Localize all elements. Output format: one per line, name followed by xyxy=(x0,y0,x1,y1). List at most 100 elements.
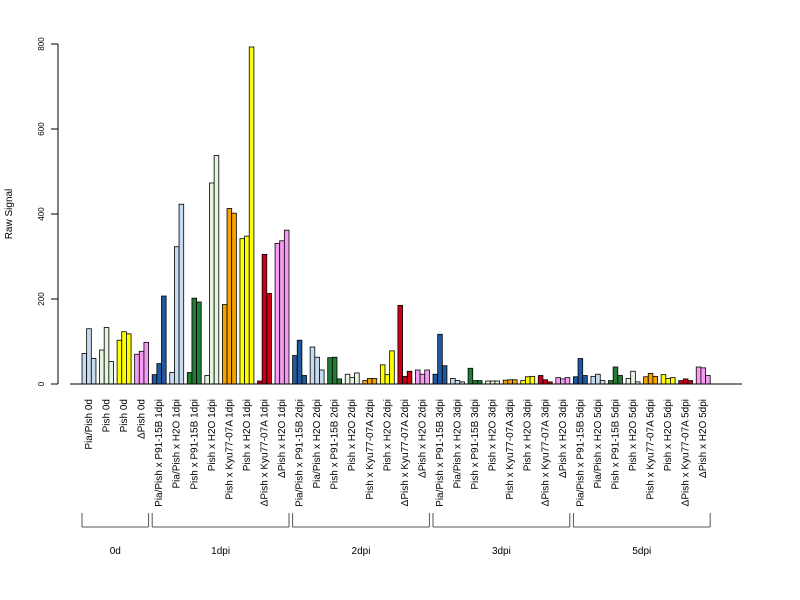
bar xyxy=(161,295,167,385)
bar xyxy=(564,377,571,385)
bar xyxy=(555,377,561,385)
bar xyxy=(126,333,132,385)
y-ticks: 0 200 400 600 800 xyxy=(37,37,58,386)
bar xyxy=(419,373,426,385)
bar xyxy=(266,293,272,385)
bars xyxy=(81,46,711,385)
category-label: ΔPish x Kyu77-07A 1dpi xyxy=(259,399,270,506)
category-label: Pia/Pish 0d xyxy=(84,399,95,450)
bar xyxy=(349,377,355,385)
category-label: Pish x P91-15B 2dpi xyxy=(330,399,341,490)
bar xyxy=(665,378,671,385)
bar xyxy=(209,182,215,385)
bar xyxy=(476,380,483,385)
y-tick-label: 200 xyxy=(37,292,46,306)
bar xyxy=(643,376,649,385)
bar xyxy=(279,240,285,385)
bar xyxy=(151,374,158,385)
bar xyxy=(371,378,378,385)
bar xyxy=(169,372,175,385)
bar xyxy=(362,380,368,385)
category-label: Pish x Kyu77-07A 3dpi xyxy=(505,399,516,500)
category-label: Pish x H2O 5dpi xyxy=(628,399,639,471)
category-label: Pia/Pish x P91-15B 3dpi xyxy=(435,399,446,507)
category-label: Pish x H2O 2dpi xyxy=(382,399,393,471)
bar xyxy=(86,328,92,385)
bar xyxy=(682,378,689,385)
bar xyxy=(630,370,636,385)
category-label: Pish x H2O 1dpi xyxy=(207,399,218,471)
bar xyxy=(507,379,513,385)
bar xyxy=(173,246,180,385)
category-label: Pish x H2O 5dpi xyxy=(663,399,674,471)
bar xyxy=(525,376,531,385)
bar xyxy=(108,361,114,385)
y-tick-label: 0 xyxy=(37,381,46,386)
bar xyxy=(116,339,123,385)
group-label: 1dpi xyxy=(211,546,230,557)
bar xyxy=(90,358,97,385)
group-brackets: 0d 1dpi 2dpi 3dpi 5dpi xyxy=(81,513,711,557)
bar xyxy=(186,372,193,385)
bar xyxy=(617,375,623,385)
bar xyxy=(512,379,518,385)
category-label: ΔPish x Kyu77-07A 3dpi xyxy=(540,399,551,506)
category-label: Pish x Kyu77-07A 2dpi xyxy=(365,399,376,500)
bar xyxy=(309,346,316,385)
group-label: 3dpi xyxy=(492,546,511,557)
bar xyxy=(239,238,245,385)
bar xyxy=(143,341,149,385)
bar xyxy=(331,356,338,385)
category-label: Pia/Pish x H2O 2dpi xyxy=(312,399,323,489)
bar xyxy=(367,378,373,385)
category-label: Pish x Kyu77-07A 1dpi xyxy=(224,399,235,500)
bar xyxy=(670,377,676,385)
bar xyxy=(695,366,702,385)
category-label: Pish x H2O 3dpi xyxy=(488,399,499,471)
category-label: Pish x P91-15B 5dpi xyxy=(610,399,621,490)
bar xyxy=(402,375,408,385)
bar xyxy=(178,203,185,385)
bar xyxy=(314,356,320,385)
bar xyxy=(573,376,579,385)
bar xyxy=(244,235,250,385)
bar xyxy=(226,208,233,385)
y-tick-label: 600 xyxy=(37,122,46,136)
group-label: 2dpi xyxy=(352,546,371,557)
bar xyxy=(625,378,632,385)
bar xyxy=(344,373,351,385)
category-label: Pish x P91-15B 1dpi xyxy=(189,399,200,490)
bar xyxy=(502,379,509,385)
category-label: ΔPish 0d xyxy=(137,399,148,439)
category-labels: Pia/Pish 0d Pish 0d Pish 0d ΔPish 0d Pia/Pis… xyxy=(84,399,709,507)
category-label: ΔPish x Kyu77-07A 2dpi xyxy=(400,399,411,506)
bar xyxy=(301,375,307,385)
bar xyxy=(121,331,127,385)
bar xyxy=(660,374,667,385)
bar xyxy=(612,366,619,385)
category-label: Pish 0d xyxy=(119,399,130,432)
bar xyxy=(454,380,461,385)
category-label: ΔPish x H2O 2dpi xyxy=(417,399,428,478)
bar xyxy=(520,380,526,385)
bar xyxy=(99,349,105,385)
bar xyxy=(156,363,162,385)
bar xyxy=(283,229,290,385)
bar xyxy=(560,378,566,385)
bar xyxy=(138,350,145,385)
bar xyxy=(213,154,220,385)
bar xyxy=(354,372,360,385)
bar xyxy=(397,304,403,385)
y-axis-title: Raw Signal xyxy=(4,189,15,240)
y-tick-label: 800 xyxy=(37,37,46,51)
category-label: ΔPish x H2O 3dpi xyxy=(558,399,569,478)
bar xyxy=(379,364,386,385)
bar xyxy=(319,369,325,385)
bar xyxy=(292,355,298,385)
bar xyxy=(441,365,448,385)
bar xyxy=(415,369,421,385)
category-label: Pish x P91-15B 3dpi xyxy=(470,399,481,490)
bar xyxy=(406,370,413,385)
group-label: 5dpi xyxy=(632,546,651,557)
